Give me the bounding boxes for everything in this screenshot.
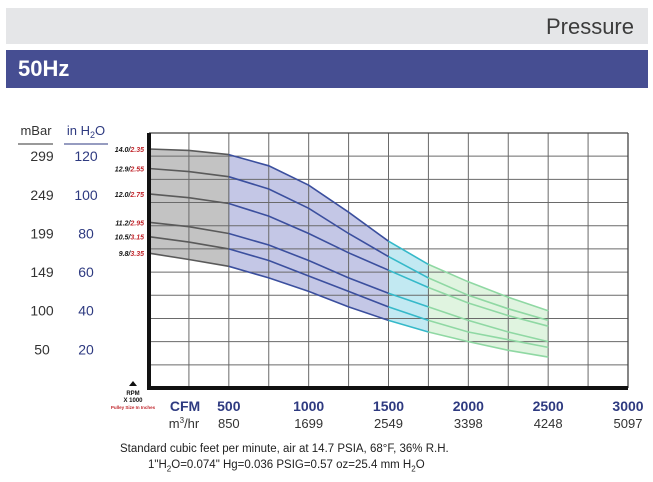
curve-12.0-cyan	[388, 269, 429, 289]
rpm-curve-label: 9.8/3.35	[119, 251, 144, 258]
curve-12.9-green	[428, 277, 549, 322]
rpm-curve-label: 14.0/2.35	[115, 147, 144, 154]
footnote-line-1: Standard cubic feet per minute, air at 1…	[120, 443, 449, 455]
curve-9.8-green	[428, 331, 549, 358]
cfm-axis-title: CFM	[170, 398, 200, 414]
curve-10.5-gray	[148, 235, 229, 250]
pulley-note: Pulley Size In Inches	[111, 405, 156, 410]
curve-11.2-green	[428, 306, 549, 343]
y-tick-mbar: 100	[30, 303, 54, 319]
y-tick-inh2o: 20	[78, 341, 94, 357]
curve-11.2-blue	[228, 232, 389, 295]
x-tick-m3hr: 4248	[534, 416, 563, 431]
frequency-band: 50Hz	[6, 50, 648, 88]
x-tick-m3hr: 5097	[614, 416, 643, 431]
y-tick-mbar: 50	[34, 341, 50, 357]
curve-14.0-gray	[148, 148, 229, 156]
x-tick-m3hr: 3398	[454, 416, 483, 431]
chart-axes	[147, 133, 628, 390]
curve-10.5-blue	[228, 248, 389, 308]
inh2o-axis-title: in H2O	[67, 123, 105, 140]
x-tick-cfm: 1000	[293, 398, 324, 414]
curve-9.8-cyan	[388, 319, 429, 333]
frequency-label: 50Hz	[18, 56, 70, 81]
performance-curves	[148, 148, 549, 358]
cyan-zone-fill	[388, 241, 429, 332]
rpm-labels: 14.0/2.35 12.9/2.55 12.0/2.75 11.2/2.95 10.5…	[115, 147, 144, 258]
curve-9.8-blue	[228, 265, 389, 322]
curve-14.0-cyan	[388, 240, 429, 266]
x-tick-m3hr: 2549	[374, 416, 403, 431]
x-tick-cfm: 1500	[373, 398, 404, 414]
curve-11.2-cyan	[388, 292, 429, 308]
curve-12.0-gray	[148, 193, 229, 205]
m3hr-axis-title: m3/hr	[169, 416, 200, 431]
curve-11.2-gray	[148, 221, 229, 235]
x-tick-m3hr: 1699	[294, 416, 323, 431]
x-tick-cfm: 2500	[533, 398, 564, 414]
rpm-curve-label: 11.2/2.95	[115, 220, 144, 227]
curve-14.0-blue	[228, 153, 389, 242]
mbar-axis-title: mBar	[20, 123, 52, 138]
curve-12.9-cyan	[388, 255, 429, 279]
x-tick-cfm: 3000	[612, 398, 643, 414]
y-tick-mbar: 199	[30, 225, 54, 241]
curve-10.5-green	[428, 319, 549, 349]
rpm-label: RPM	[126, 391, 139, 397]
rpm-multiplier: X 1000	[123, 398, 143, 404]
y-tick-inh2o: 40	[78, 303, 94, 319]
x-tick-m3hr: 850	[218, 416, 240, 431]
y-tick-inh2o: 100	[74, 187, 98, 203]
curve-9.8-gray	[148, 252, 229, 268]
y-tick-inh2o: 120	[74, 148, 98, 164]
y-tick-mbar: 149	[30, 264, 54, 280]
x-tick-cfm: 500	[217, 398, 241, 414]
rpm-marker-icon	[129, 381, 137, 386]
curve-12.9-gray	[148, 167, 229, 178]
chart-grid	[148, 132, 629, 388]
footnote-line-2: 1"H2O=0.074" Hg=0.036 PSIG=0.57 oz=25.4 …	[148, 459, 425, 474]
rpm-curve-label: 10.5/3.15	[115, 235, 144, 242]
curve-14.0-green	[428, 263, 549, 312]
rpm-curve-label: 12.0/2.75	[115, 192, 144, 199]
x-tick-cfm: 2000	[453, 398, 484, 414]
page-title: Pressure	[545, 14, 634, 39]
curve-12.9-blue	[228, 175, 389, 258]
curve-12.0-blue	[228, 202, 389, 271]
tick-labels: 299 120 249 100 199 80 149 60 100 40 50 20 500 850 100…	[30, 148, 643, 431]
y-tick-inh2o: 80	[78, 225, 94, 241]
curve-12.0-green	[428, 286, 549, 327]
rpm-curve-label: 12.9/2.55	[115, 167, 144, 174]
y-tick-mbar: 249	[30, 187, 54, 203]
y-tick-inh2o: 60	[78, 264, 94, 280]
header-band: Pressure	[6, 8, 648, 44]
curve-10.5-cyan	[388, 306, 429, 322]
y-tick-mbar: 299	[30, 148, 54, 164]
